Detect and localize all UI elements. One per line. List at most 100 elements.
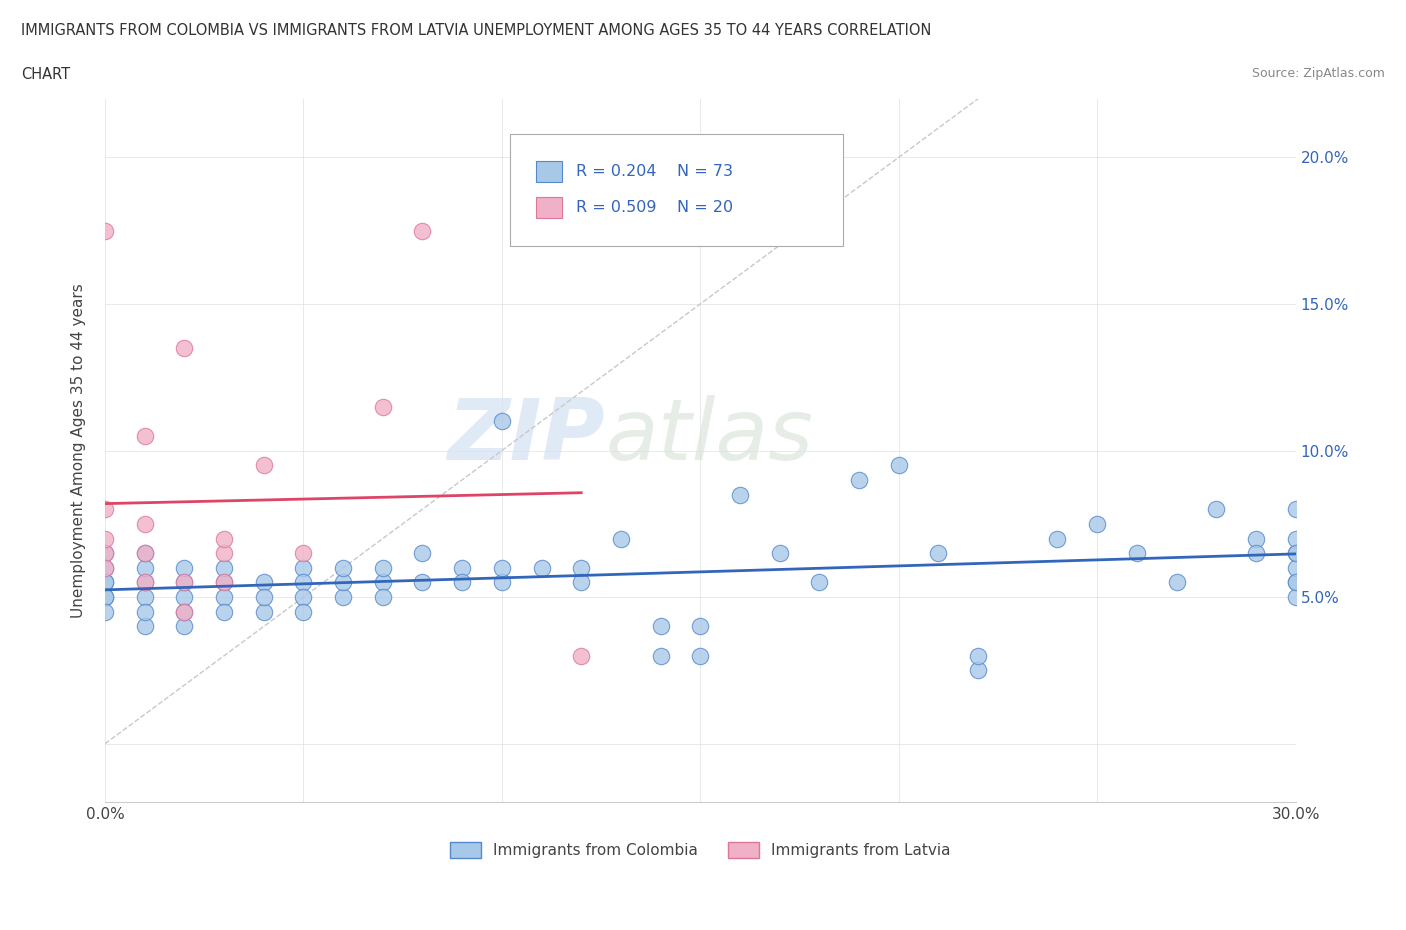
Point [650,648,672,663]
Text: Source: ZipAtlas.com: Source: ZipAtlas.com [1251,67,1385,80]
Point [371,575,394,590]
Point [134,619,156,634]
Point [451,575,474,590]
Point [94,223,117,238]
Point [411,575,433,590]
Point [1284,531,1306,546]
Point [94,531,117,546]
Point [253,458,276,472]
Point [173,340,195,355]
Point [212,590,235,604]
Point [253,590,276,604]
Point [1284,546,1306,561]
Point [134,561,156,576]
Point [967,648,990,663]
Point [689,648,711,663]
Point [253,604,276,619]
Point [94,561,117,576]
Point [212,561,235,576]
Point [1126,546,1149,561]
Point [1284,546,1306,561]
Point [1284,575,1306,590]
Point [491,575,513,590]
Point [1244,531,1267,546]
Point [134,604,156,619]
Point [371,590,394,604]
Point [332,561,354,576]
FancyBboxPatch shape [510,134,844,246]
Y-axis label: Unemployment Among Ages 35 to 44 years: Unemployment Among Ages 35 to 44 years [72,283,86,618]
Point [1166,575,1188,590]
Point [173,604,195,619]
Point [569,561,592,576]
Point [134,516,156,531]
Point [1284,502,1306,517]
Point [371,399,394,414]
Point [134,546,156,561]
Text: CHART: CHART [21,67,70,82]
Point [927,546,949,561]
Point [1085,516,1108,531]
Point [94,575,117,590]
Point [134,575,156,590]
Point [1284,590,1306,604]
Point [371,561,394,576]
Point [94,590,117,604]
Point [1205,502,1227,517]
Point [212,531,235,546]
Text: R = 0.509    N = 20: R = 0.509 N = 20 [576,200,734,215]
Point [94,590,117,604]
Point [253,575,276,590]
Point [808,575,831,590]
Point [728,487,751,502]
FancyBboxPatch shape [536,197,562,219]
Point [292,575,315,590]
Point [212,604,235,619]
Point [173,604,195,619]
Point [332,575,354,590]
Point [491,414,513,429]
Point [569,648,592,663]
Point [94,546,117,561]
Text: ZIP: ZIP [447,395,605,478]
Point [94,561,117,576]
Legend: Immigrants from Colombia, Immigrants from Latvia: Immigrants from Colombia, Immigrants fro… [450,842,950,858]
Point [610,531,633,546]
Point [212,575,235,590]
Point [332,590,354,604]
Point [292,590,315,604]
Point [134,575,156,590]
Point [1046,531,1069,546]
Point [1284,575,1306,590]
Point [94,502,117,517]
Point [134,546,156,561]
Point [769,546,792,561]
Point [173,575,195,590]
Point [530,561,553,576]
Point [1284,561,1306,576]
Point [451,561,474,576]
Point [94,604,117,619]
Point [173,619,195,634]
Point [212,575,235,590]
Point [94,546,117,561]
Point [292,546,315,561]
Point [491,561,513,576]
Point [848,472,870,487]
Point [134,590,156,604]
Point [292,604,315,619]
Point [1244,546,1267,561]
Text: IMMIGRANTS FROM COLOMBIA VS IMMIGRANTS FROM LATVIA UNEMPLOYMENT AMONG AGES 35 TO: IMMIGRANTS FROM COLOMBIA VS IMMIGRANTS F… [21,23,931,38]
Point [173,575,195,590]
Point [212,546,235,561]
Text: R = 0.204    N = 73: R = 0.204 N = 73 [576,164,734,179]
Point [967,663,990,678]
Point [689,619,711,634]
Point [411,223,433,238]
Point [94,575,117,590]
Point [292,561,315,576]
Point [411,546,433,561]
Point [134,429,156,444]
Point [887,458,910,472]
FancyBboxPatch shape [536,161,562,181]
